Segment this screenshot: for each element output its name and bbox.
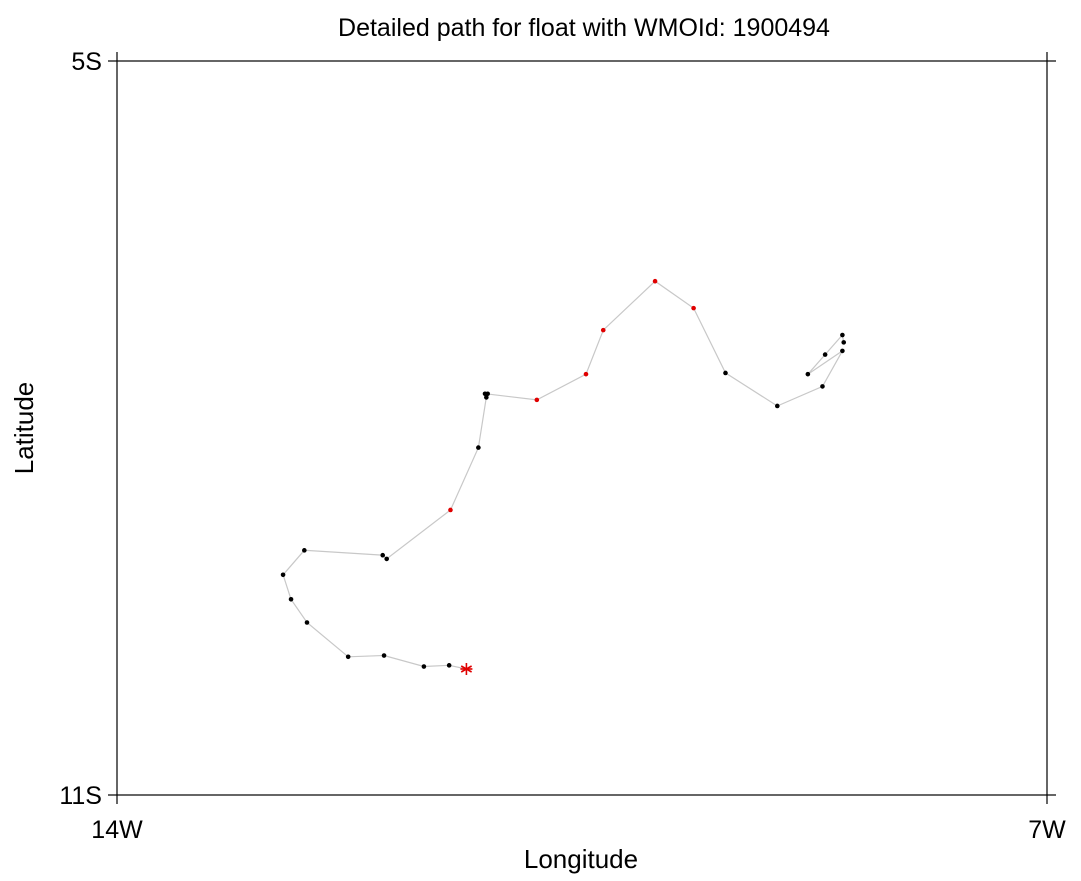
position-point-red (600, 327, 606, 333)
position-point (345, 654, 351, 660)
track-line (282, 280, 845, 670)
y-tick-label: 11S (59, 782, 102, 810)
position-point (304, 620, 310, 625)
position-point (421, 664, 427, 669)
latest-position-marker (460, 662, 473, 675)
x-axis-label: Longitude (524, 844, 638, 874)
position-point (482, 391, 488, 397)
position-point (805, 371, 811, 377)
position-point (476, 445, 481, 450)
position-point (384, 556, 390, 562)
position-point-red (534, 397, 540, 403)
position-point (302, 548, 307, 553)
y-axis-label: Latitude (9, 382, 39, 475)
y-tick-label: 5S (71, 48, 102, 76)
position-point (288, 596, 294, 602)
float-track (282, 280, 845, 670)
position-point (840, 332, 845, 338)
position-point-red (691, 305, 696, 311)
position-point (822, 352, 828, 357)
x-tick-label: 7W (1028, 816, 1066, 844)
plot-frame (116, 60, 1048, 796)
position-point (820, 384, 825, 389)
position-point (775, 403, 780, 409)
position-point-red (448, 507, 453, 513)
position-point (381, 653, 387, 658)
position-point (484, 395, 489, 400)
position-point (841, 340, 847, 345)
position-point (840, 348, 845, 354)
position-point-red (583, 371, 589, 377)
position-point-red (652, 278, 658, 284)
float-positions (280, 278, 847, 675)
chart-title: Detailed path for float with WMOId: 1900… (338, 14, 830, 42)
axis-ticks: 14W 7W 5S 11S (59, 48, 1066, 844)
position-point (723, 370, 728, 376)
position-point (380, 552, 386, 558)
position-point (280, 572, 286, 578)
x-tick-label: 14W (91, 816, 143, 844)
position-point (446, 663, 452, 668)
